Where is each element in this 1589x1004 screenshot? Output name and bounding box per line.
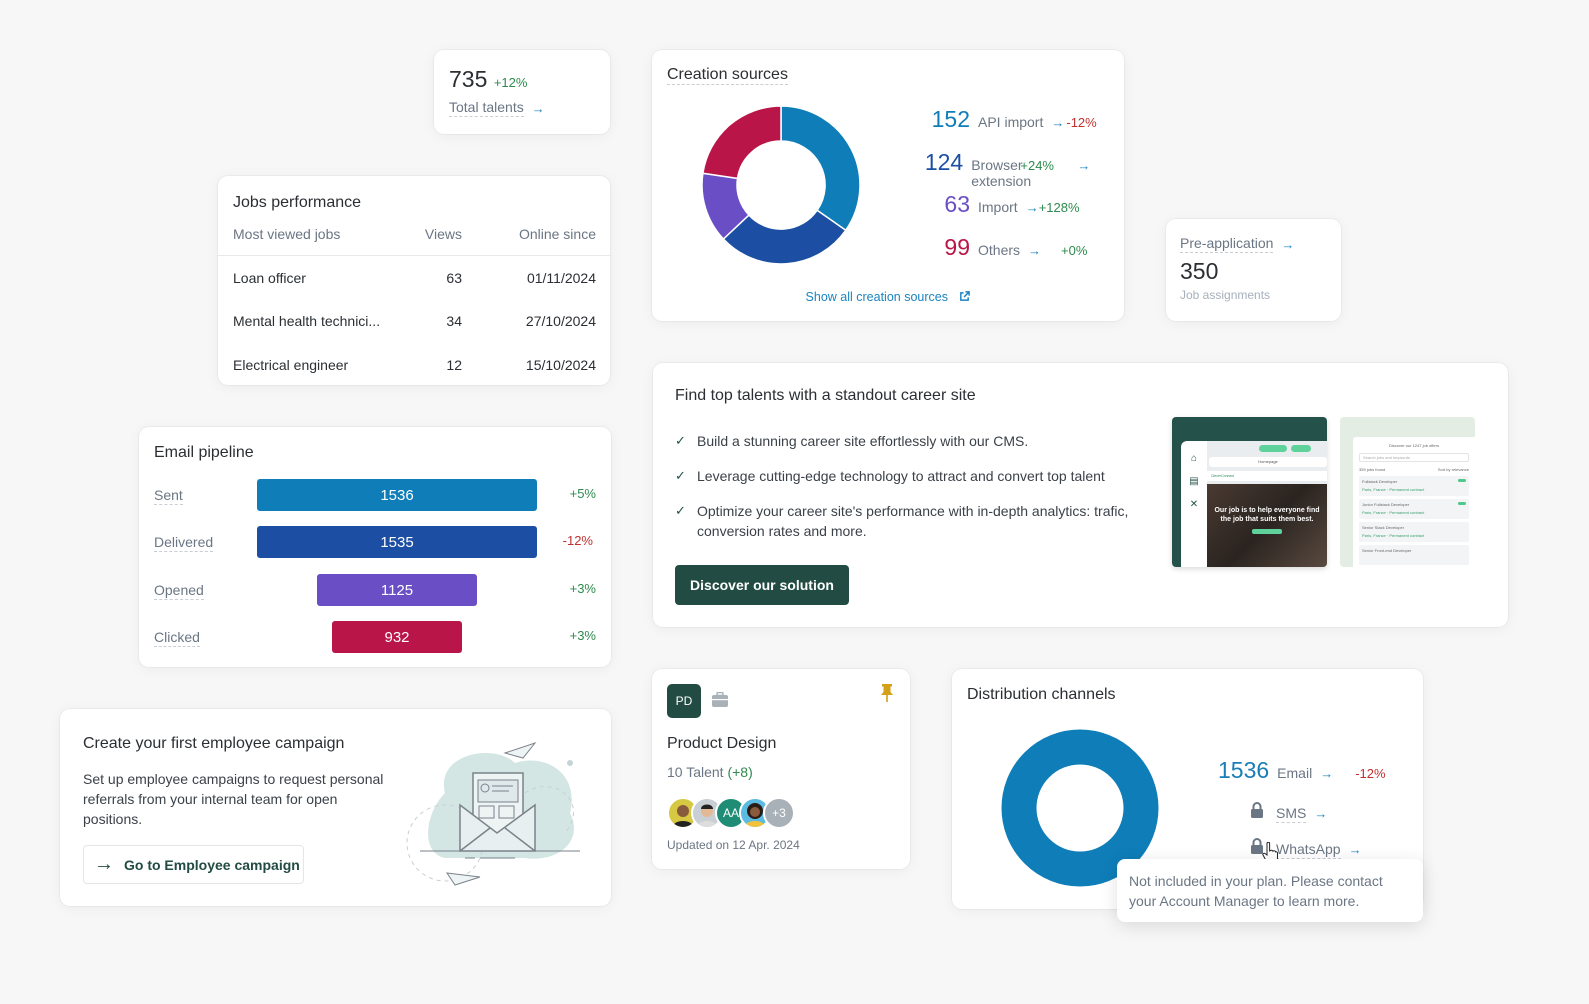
jobs-performance-card: Jobs performance Most viewed jobs Views … [218,176,610,385]
jobs-performance-title: Jobs performance [233,194,362,211]
email-pipeline-card: Email pipeline Sent 1536 +5% Delivered 1… [139,427,611,667]
arrow-right-icon: → [1314,806,1328,821]
avatar-group: AA +3 [667,797,795,829]
pre-application-link[interactable]: Pre-application → [1180,235,1295,253]
show-all-creation-sources-link[interactable]: Show all creation sources [652,290,1124,304]
total-talents-card: 735 +12% Total talents → [434,50,610,134]
arrow-right-icon: → [1028,242,1042,258]
plan-restriction-tooltip: Not included in your plan. Please contac… [1117,859,1423,922]
pipeline-bar: 1125 [317,574,477,606]
project-name: Product Design [667,735,777,752]
check-icon: ✓ [675,503,686,518]
document-icon: ▤ [1189,476,1199,487]
pipeline-bar: 1535 [257,526,537,558]
avatar-overflow-count[interactable]: +3 [763,797,795,829]
tools-icon: ✕ [1189,499,1199,510]
pipeline-stage-opened: Opened 1125 +3% [139,574,611,606]
lock-icon [1251,838,1263,854]
check-icon: ✓ [675,433,686,448]
total-talents-delta: +12% [493,75,528,90]
feature-list: ✓ Build a stunning career site effortles… [675,431,1145,556]
arrow-right-icon: → [1077,157,1091,173]
total-talents-label: Total talents [449,99,524,117]
career-site-preview-homepage: ⌂ ▤ ✕ Homepage CleverConnect Our job is … [1172,417,1327,567]
pipeline-stage-delivered: Delivered 1535 -12% [139,526,611,558]
pin-icon[interactable] [880,684,894,702]
jobs-table: Most viewed jobs Views Online since Loan… [218,226,610,387]
talent-count: 10 Talent (+8) [667,764,753,780]
legend-item-others[interactable]: 99 Others → +0% [944,233,1088,260]
lock-icon [1251,802,1263,818]
preview-sidebar: ⌂ ▤ ✕ [1181,441,1207,567]
distribution-channels-title: Distribution channels [967,686,1116,703]
arrow-right-icon: → [1281,236,1295,252]
pre-application-sublabel: Job assignments [1180,288,1271,302]
product-design-card[interactable]: PD Product Design 10 Talent (+8) AA +3 U… [652,669,910,869]
preview-main: Homepage CleverConnect Our job is to hel… [1207,441,1327,567]
employee-campaign-description: Set up employee campaigns to request per… [83,771,384,827]
distribution-channels-donut-chart [1001,729,1159,887]
arrow-right-icon: → [94,853,114,875]
briefcase-icon [712,692,728,707]
pipeline-stage-clicked: Clicked 932 +3% [139,621,611,653]
career-site-preview-jobs: Discover our 1247 job offers Search jobs… [1340,417,1475,567]
creation-sources-legend: 152 API import → -12% 124 Browser extens… [924,106,1124,276]
envelope-illustration [406,741,580,886]
creation-sources-card: Creation sources 152 API import → -12% 1… [652,50,1124,321]
channel-whatsapp[interactable]: WhatsApp → [1250,838,1362,859]
feature-item: ✓ Leverage cutting-edge technology to at… [675,468,1105,484]
arrow-right-icon: → [1348,842,1362,857]
channel-sms[interactable]: SMS → [1250,802,1327,823]
feature-item: ✓ Build a stunning career site effortles… [675,433,1029,449]
legend-item-api-import[interactable]: 152 API import → -12% [931,106,1097,132]
total-talents-value: 735 [449,66,488,92]
employee-campaign-card: Create your first employee campaign Set … [60,709,611,906]
arrow-right-icon: → [1051,115,1065,130]
employee-campaign-title: Create your first employee campaign [83,735,345,752]
total-talents-link[interactable]: Total talents → [449,99,595,117]
updated-date: Updated on 12 Apr. 2024 [667,838,800,852]
discover-solution-button[interactable]: Discover our solution [675,565,849,605]
career-site-card: Find top talents with a standout career … [653,363,1508,627]
project-badge: PD [667,684,701,718]
table-row[interactable]: Mental health technici... 34 27/10/2024 [233,313,596,330]
table-header: Most viewed jobs Views Online since [218,226,610,256]
legend-item-import[interactable]: 63 Import → +128% [944,191,1080,217]
preview-hero: Our job is to help everyone find the job… [1207,484,1327,567]
arrow-right-icon: → [1025,200,1039,215]
pre-application-value: 350 [1180,258,1219,284]
check-icon: ✓ [675,468,686,483]
creation-sources-donut-chart [702,106,860,264]
arrow-right-icon: → [1320,766,1334,781]
channel-email[interactable]: 1536 Email → -12% [1218,757,1386,783]
table-row[interactable]: Electrical engineer 12 15/10/2024 [233,356,596,373]
arrow-right-icon: → [531,100,545,116]
go-to-employee-campaign-button[interactable]: → Go to Employee campaign [83,845,304,884]
pipeline-stage-sent: Sent 1536 +5% [139,479,611,511]
pre-application-card: Pre-application → 350 Job assignments [1166,219,1341,321]
home-icon: ⌂ [1190,453,1198,464]
career-site-title: Find top talents with a standout career … [675,387,976,404]
table-row[interactable]: Loan officer 63 01/11/2024 [233,269,596,286]
legend-item-browser-extension[interactable]: 124 Browser extension → +24% [924,148,1091,189]
external-link-icon [960,291,971,301]
feature-item: ✓ Optimize your career site's performanc… [675,503,1129,539]
email-pipeline-title: Email pipeline [154,444,254,461]
pipeline-bar: 932 [332,621,462,653]
pipeline-bar: 1536 [257,479,537,511]
creation-sources-title: Creation sources [667,66,788,85]
